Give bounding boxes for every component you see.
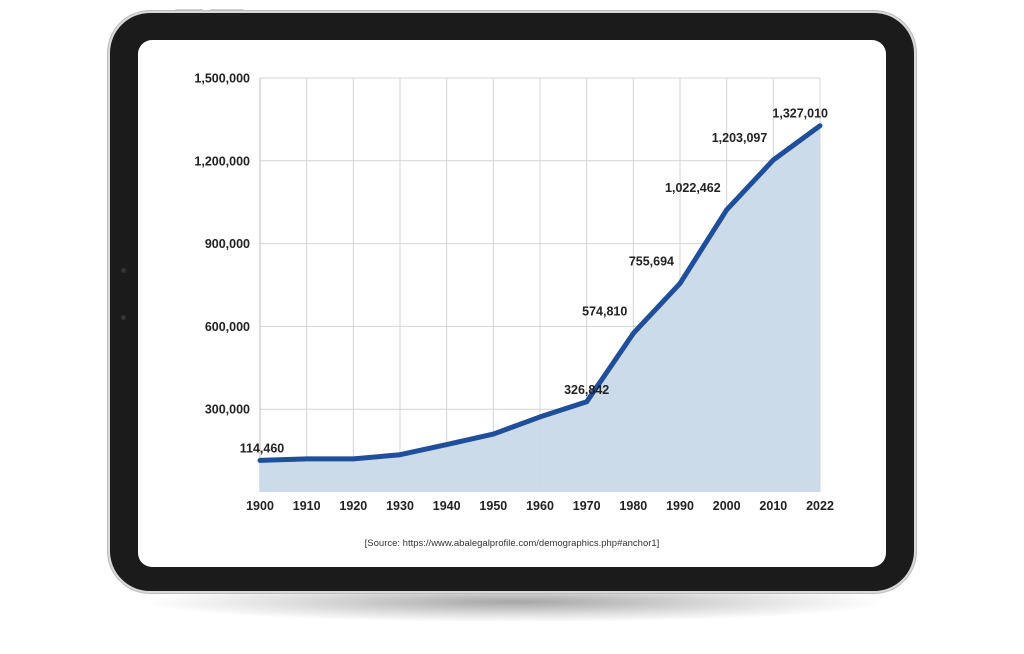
x-tick-label: 1960 bbox=[526, 499, 554, 513]
sensor-icon bbox=[121, 315, 126, 320]
x-tick-label: 2000 bbox=[713, 499, 741, 513]
data-label: 1,203,097 bbox=[712, 131, 768, 145]
x-tick-label: 1900 bbox=[246, 499, 274, 513]
y-tick-label: 900,000 bbox=[205, 237, 250, 251]
data-label: 574,810 bbox=[582, 304, 627, 318]
device-top-button bbox=[210, 9, 244, 12]
y-tick-label: 600,000 bbox=[205, 320, 250, 334]
x-tick-label: 1910 bbox=[293, 499, 321, 513]
series-line-layer bbox=[257, 123, 823, 463]
x-tick-label: 1990 bbox=[666, 499, 694, 513]
series-line bbox=[257, 123, 823, 463]
area-fill-layer bbox=[260, 125, 820, 492]
data-label: 1,327,010 bbox=[772, 107, 828, 121]
source-caption: [Source: https://www.abalegalprofile.com… bbox=[364, 538, 660, 549]
x-tick-label: 2022 bbox=[806, 499, 834, 513]
data-label: 114,460 bbox=[240, 441, 285, 455]
axis-labels: 300,000 600,000 900,000 1,200,000 1,500,000 1… bbox=[194, 72, 834, 514]
x-tick-label: 1950 bbox=[479, 499, 507, 513]
x-tick-label: 1920 bbox=[339, 499, 367, 513]
x-tick-label: 1980 bbox=[619, 499, 647, 513]
x-tick-label: 1940 bbox=[433, 499, 461, 513]
data-label: 755,694 bbox=[629, 254, 674, 268]
x-tick-label: 1970 bbox=[573, 499, 601, 513]
series-area bbox=[260, 125, 820, 492]
device-side-button bbox=[107, 498, 110, 532]
device-top-button bbox=[175, 9, 203, 12]
x-tick-label: 1930 bbox=[386, 499, 414, 513]
y-tick-label: 300,000 bbox=[205, 403, 250, 417]
data-label: 1,022,462 bbox=[665, 181, 721, 195]
data-label: 326,842 bbox=[564, 383, 609, 397]
y-tick-label: 1,500,000 bbox=[194, 72, 250, 86]
data-labels: 114,460 326,842 574,810 755,694 1,022,462 1,2… bbox=[240, 107, 828, 456]
y-tick-label: 1,200,000 bbox=[194, 154, 250, 168]
camera-icon bbox=[121, 268, 126, 273]
x-tick-label: 2010 bbox=[759, 499, 787, 513]
